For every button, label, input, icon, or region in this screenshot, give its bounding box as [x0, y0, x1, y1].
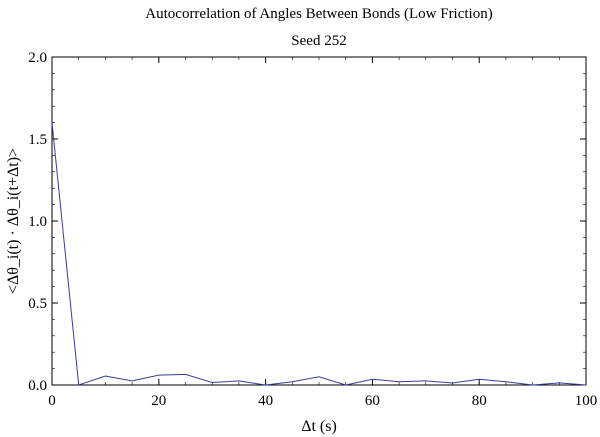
y-tick-label: 1.0 — [28, 214, 47, 230]
x-tick-label: 0 — [48, 393, 56, 409]
x-axis-ticks: 0 20 40 60 80 100 — [48, 57, 597, 409]
x-tick-label: 40 — [258, 393, 273, 409]
y-tick-label: 0.0 — [28, 378, 47, 394]
x-tick-label: 80 — [472, 393, 487, 409]
plot-frame — [51, 56, 587, 386]
x-tick-label: 60 — [365, 393, 380, 409]
y-axis-ticks: 0.0 0.5 1.0 1.5 2.0 — [28, 50, 586, 394]
chart-title: Autocorrelation of Angles Between Bonds … — [145, 6, 492, 22]
y-tick-label: 0.5 — [28, 296, 47, 312]
series-line — [51, 122, 587, 386]
series-group — [51, 122, 587, 386]
chart-subtitle: Seed 252 — [291, 33, 346, 49]
minor-ticks — [51, 56, 587, 386]
x-tick-label: 100 — [575, 393, 598, 409]
y-tick-label: 1.5 — [28, 132, 47, 148]
y-tick-label: 2.0 — [28, 50, 47, 66]
x-tick-label: 20 — [151, 393, 166, 409]
y-axis-label: <Δθ_i(t) · Δθ_i(t+Δt)> — [5, 148, 22, 294]
x-axis-label: Δt (s) — [301, 418, 337, 435]
